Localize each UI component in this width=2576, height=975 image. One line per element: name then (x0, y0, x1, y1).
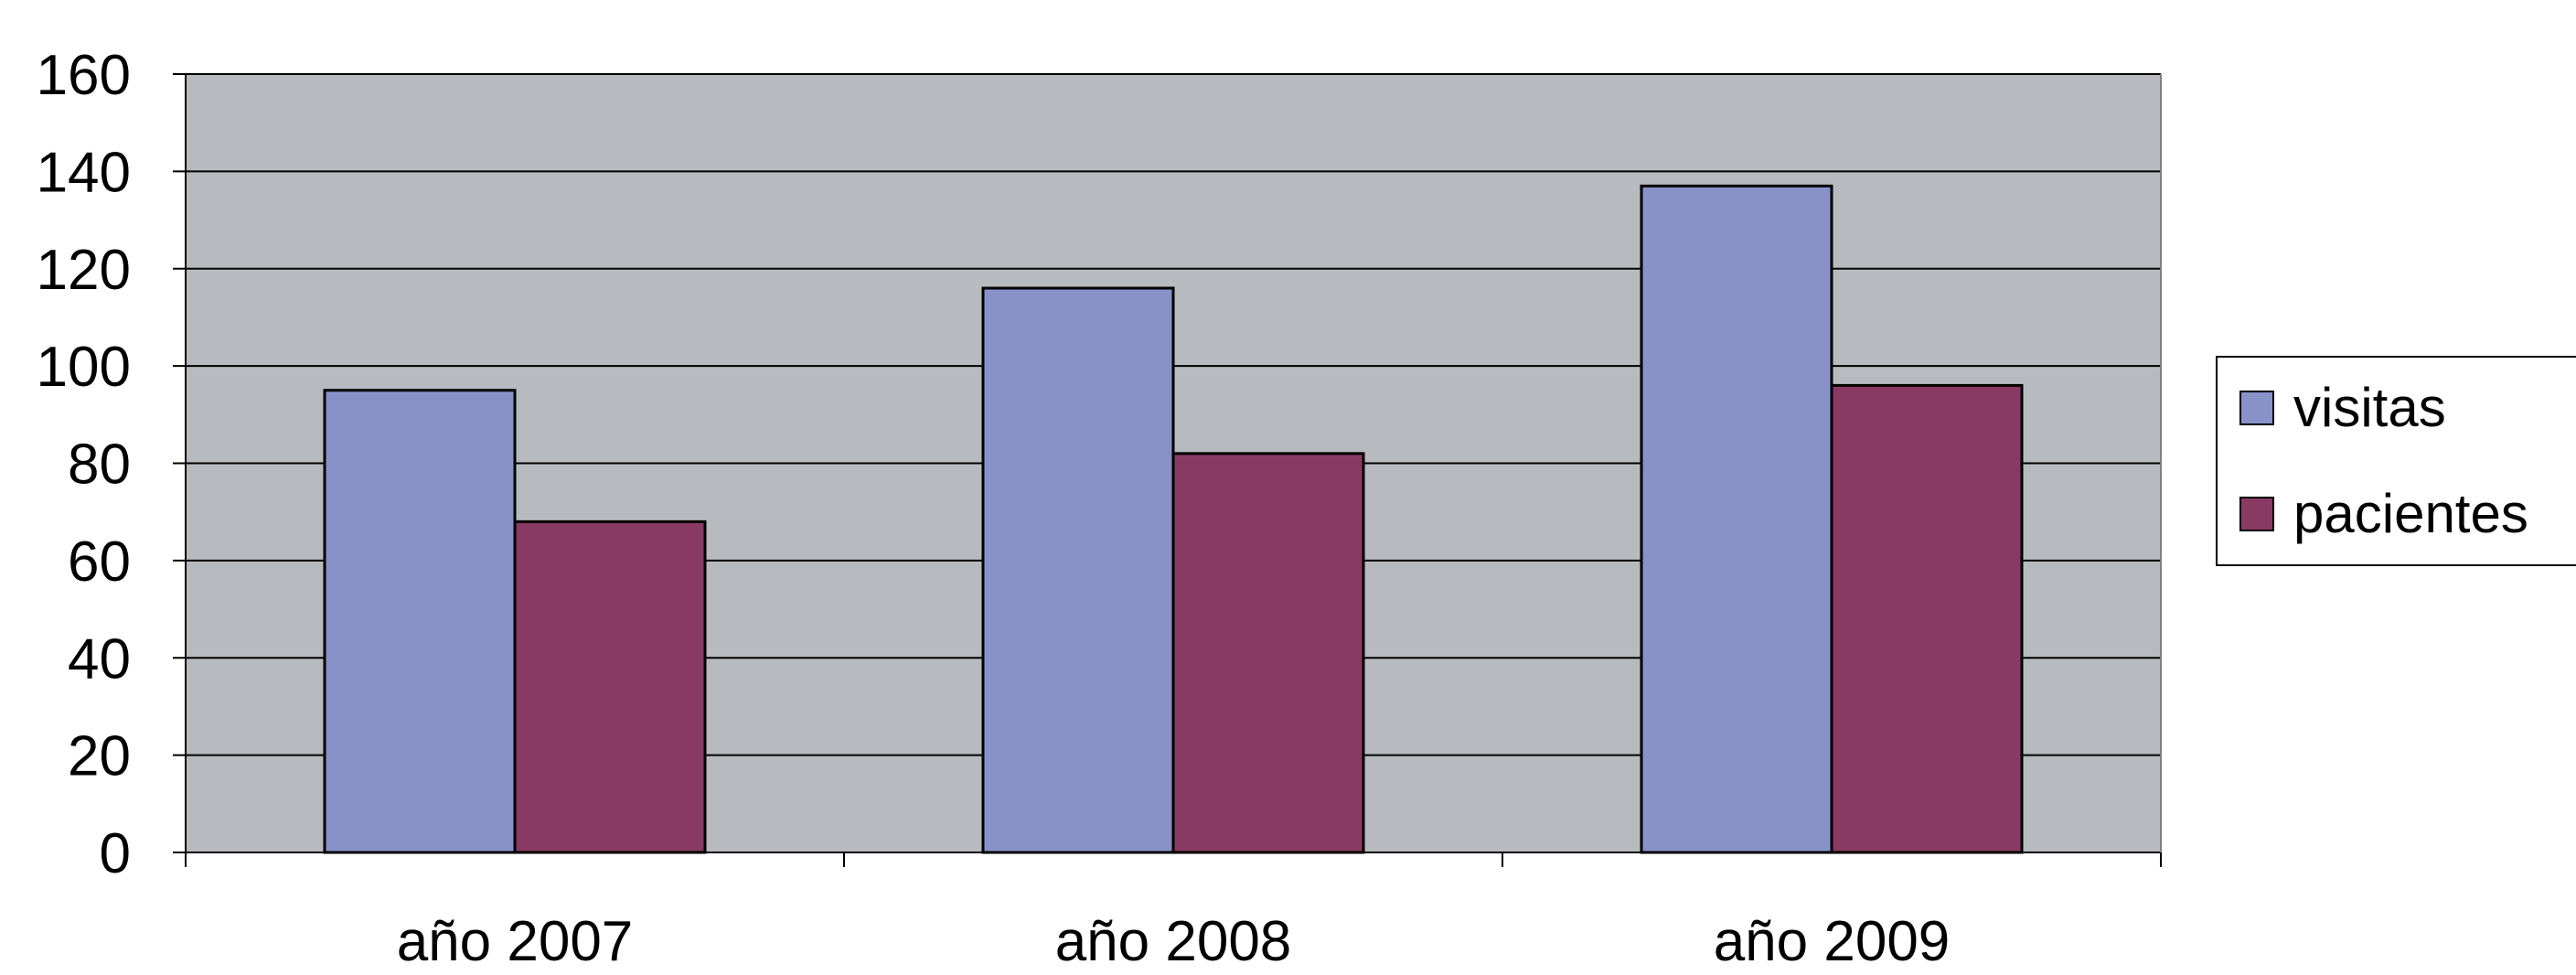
y-tick-label: 100 (37, 336, 131, 399)
y-tick-label: 120 (37, 239, 131, 302)
y-tick-label: 160 (37, 44, 131, 107)
y-tick-label: 140 (37, 141, 131, 204)
legend-label-visitas: visitas (2293, 377, 2446, 438)
legend-box (2216, 356, 2576, 566)
legend-label-pacientes: pacientes (2293, 483, 2528, 544)
legend-swatch-visitas (2239, 391, 2274, 425)
bars (323, 184, 2024, 854)
y-tick-label: 20 (68, 725, 131, 788)
bar-visitas-1 (323, 389, 517, 854)
bar-pacientes-3 (1830, 383, 2024, 854)
y-ticks: 0 20 40 60 80 100 120 140 160 (37, 44, 186, 885)
y-tick-label: 60 (68, 530, 131, 594)
bar-pacientes-2 (1171, 452, 1365, 854)
legend-swatch-pacientes (2239, 497, 2274, 531)
x-category-label: año 2008 (1055, 910, 1292, 973)
legend: visitas pacientes (2216, 356, 2576, 566)
y-tick-label: 40 (68, 627, 131, 691)
x-category-label: año 2007 (397, 910, 634, 973)
bar-visitas-3 (1640, 184, 1833, 854)
x-ticks: año 2007 año 2008 año 2009 (185, 852, 2162, 973)
bar-pacientes-1 (513, 520, 707, 854)
x-category-label: año 2009 (1714, 910, 1951, 973)
bar-visitas-2 (981, 286, 1175, 854)
y-tick-label: 80 (68, 434, 131, 497)
y-tick-label: 0 (100, 822, 131, 885)
